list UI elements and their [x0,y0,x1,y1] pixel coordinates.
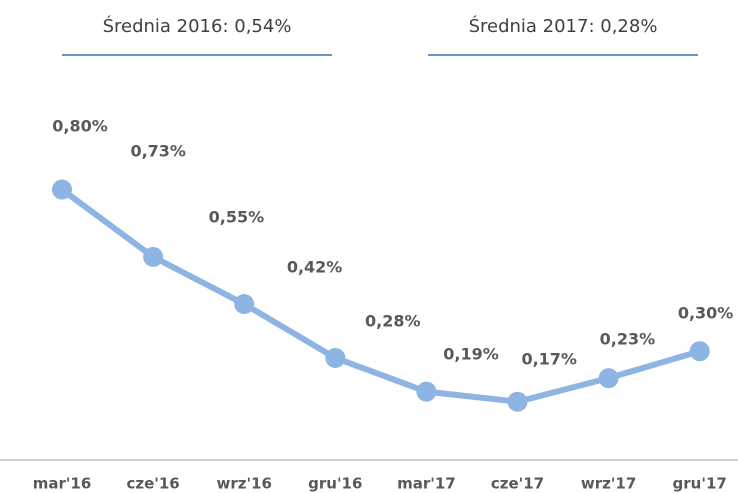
x-tick-label: cze'16 [126,475,179,493]
data-label: 0,19% [443,345,499,364]
data-label: 0,73% [130,142,186,161]
x-tick-label: wrz'17 [581,475,636,493]
marker [689,341,710,362]
data-label: 0,80% [52,117,108,136]
marker [234,294,255,315]
x-tick-label: cze'17 [491,475,544,493]
line [60,187,701,405]
x-tick-label: mar'17 [397,475,456,493]
data-label: 0,23% [600,330,656,349]
marker [52,179,72,200]
data-label: 0,55% [209,208,265,227]
header-2017: Średnia 2017: 0,28% [469,15,658,37]
marker [598,368,619,389]
marker [143,246,164,267]
data-label: 0,42% [287,258,343,277]
x-tick-label: gru'16 [308,475,362,493]
x-tick-label: mar'16 [33,475,92,493]
x-tick-label: wrz'16 [216,475,271,493]
header-2016: Średnia 2016: 0,54% [103,15,292,37]
marker [416,381,437,402]
data-label: 0,30% [678,304,734,323]
data-label: 0,17% [521,350,577,369]
marker [507,391,528,412]
marker [325,347,346,368]
data-label: 0,28% [365,312,421,331]
x-tick-label: gru'17 [673,475,727,493]
